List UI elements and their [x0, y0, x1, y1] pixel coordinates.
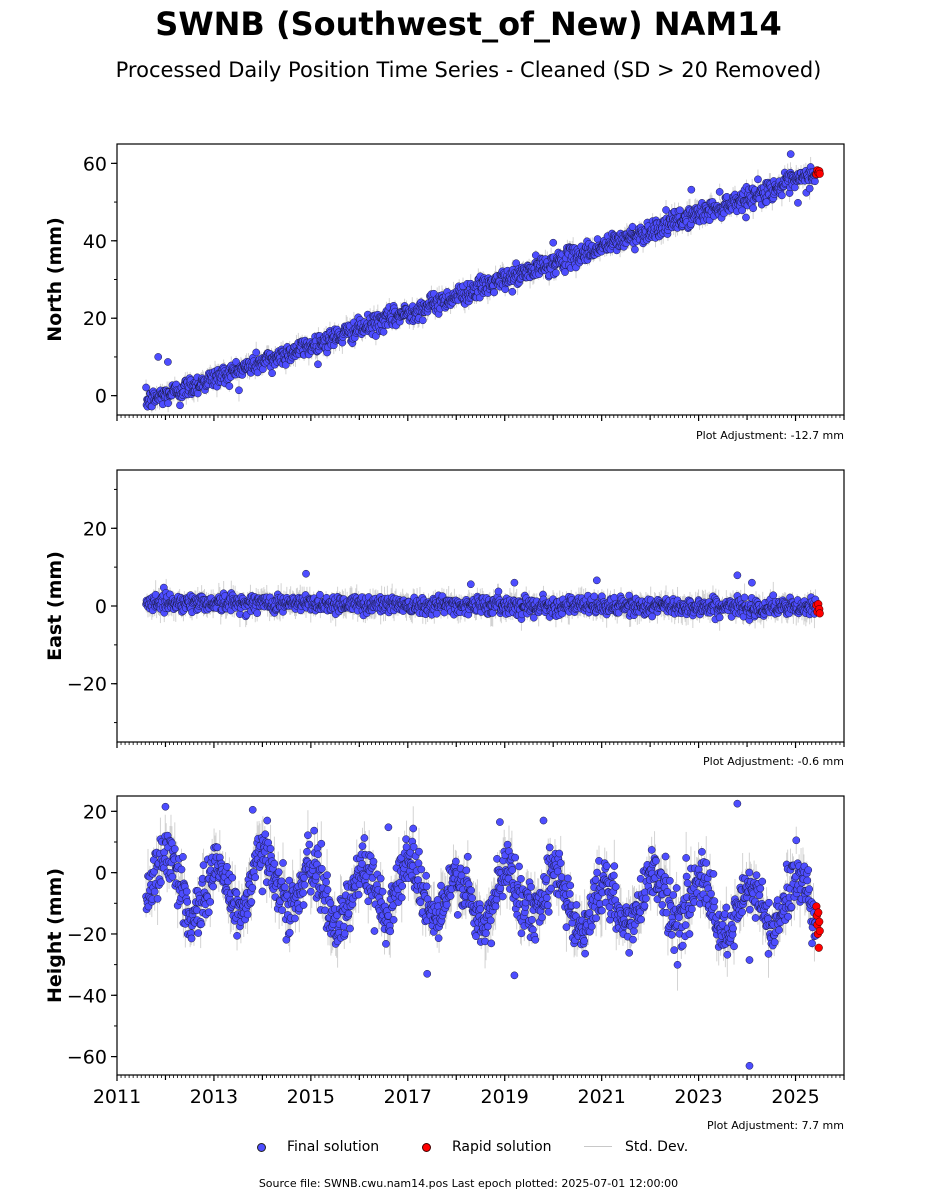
- final-solution-point: [510, 578, 519, 587]
- final-solution-point: [740, 593, 749, 602]
- y-tick-label: 0: [95, 386, 107, 408]
- final-solution-point: [676, 206, 684, 215]
- final-solution-point: [769, 591, 778, 600]
- final-solution-point: [762, 198, 771, 206]
- y-tick-label: 20: [83, 518, 107, 540]
- final-solution-point: [715, 613, 724, 622]
- final-solution-point: [225, 382, 234, 391]
- panel-1: −20 0 20 East (mm): [44, 469, 845, 748]
- final-solution-point: [193, 389, 202, 398]
- chart-title: SWNB (Southwest_of_New) NAM14: [155, 5, 782, 43]
- y-tick-label: 0: [95, 596, 107, 618]
- final-solution-point: [592, 576, 601, 585]
- chart-subtitle: Processed Daily Position Time Series - C…: [115, 58, 822, 82]
- final-solution-point: [432, 609, 441, 618]
- final-solution-point: [253, 609, 262, 617]
- y-axis-label: North (mm): [44, 217, 66, 342]
- final-solution-point: [786, 150, 795, 158]
- final-solution-point: [794, 198, 802, 207]
- y-tick-label: 20: [83, 308, 107, 330]
- y-tick-label: −20: [67, 674, 107, 696]
- final-solution-point: [490, 288, 499, 297]
- rapid-solution-point: [815, 609, 824, 618]
- final-solution-point: [466, 580, 475, 589]
- final-solution-point: [302, 569, 310, 578]
- final-solution-point: [164, 399, 172, 408]
- final-solution-point: [662, 206, 670, 214]
- final-solution-point: [778, 191, 786, 200]
- panel-0: 0 20 40 60 North (mm): [44, 143, 845, 421]
- final-solution-point: [508, 287, 517, 296]
- final-solution-point: [268, 369, 276, 378]
- final-solution-point: [687, 185, 696, 194]
- final-solution-point: [754, 175, 762, 184]
- final-solution-point: [549, 238, 558, 247]
- y-tick-label: 40: [83, 231, 107, 253]
- final-solution-point: [529, 613, 538, 622]
- final-solution-point: [805, 184, 814, 193]
- final-solution-point: [154, 353, 163, 361]
- data-layer: [142, 569, 824, 631]
- final-solution-point: [631, 245, 639, 254]
- final-solution-point: [252, 348, 261, 357]
- y-axis-label: East (mm): [44, 551, 66, 661]
- final-solution-point: [749, 204, 758, 213]
- rapid-solution-point: [815, 169, 824, 178]
- final-solution-point: [733, 571, 742, 580]
- final-solution-point: [715, 188, 724, 196]
- final-solution-point: [235, 386, 243, 395]
- final-solution-point: [748, 578, 756, 587]
- final-solution-point: [164, 358, 172, 366]
- final-solution-point: [590, 592, 599, 601]
- data-layer: [142, 799, 824, 1070]
- y-tick-label: 60: [83, 153, 107, 175]
- data-layer: [142, 150, 824, 413]
- final-solution-point: [738, 206, 747, 215]
- final-solution-point: [176, 401, 184, 410]
- final-solution-point: [742, 213, 750, 222]
- final-solution-point: [552, 269, 560, 277]
- final-solution-point: [379, 328, 388, 336]
- final-solution-point: [418, 316, 427, 325]
- final-solution-point: [316, 590, 324, 599]
- final-solution-point: [142, 383, 150, 392]
- final-solution-point: [314, 360, 322, 369]
- final-solution-point: [494, 587, 503, 596]
